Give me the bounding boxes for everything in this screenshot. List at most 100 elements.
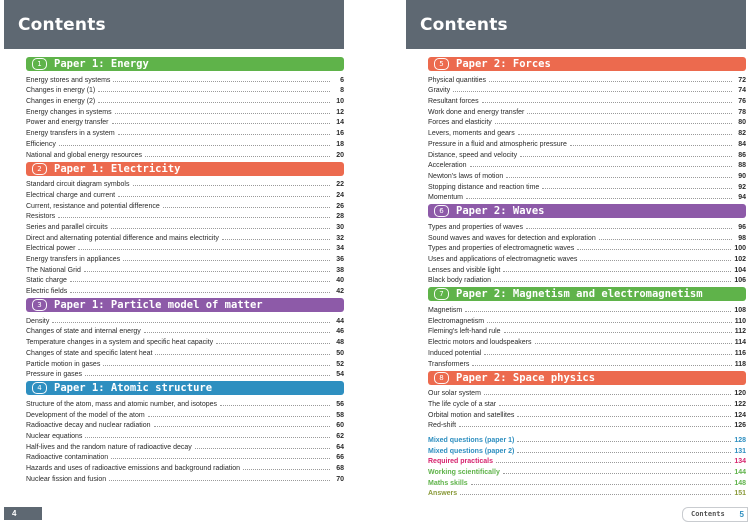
toc-entry[interactable]: Nuclear equations 62 <box>26 429 344 440</box>
toc-entry[interactable]: Physical quantities 72 <box>428 73 746 84</box>
toc-entry[interactable]: Red-shift 126 <box>428 419 746 429</box>
entry-page: 22 <box>336 181 344 189</box>
toc-entry[interactable]: Temperature changes in a system and spec… <box>26 335 344 346</box>
dot-leader <box>503 332 732 334</box>
toc-entry[interactable]: Standard circuit diagram symbols 22 <box>26 178 344 189</box>
toc-entry[interactable]: Mixed questions (paper 2) 131 <box>428 444 746 455</box>
toc-entry[interactable]: Changes in energy (1) 8 <box>26 84 344 94</box>
section-header: 3 Paper 1: Particle model of matter <box>26 298 344 313</box>
toc-entry[interactable]: Electrical charge and current 24 <box>26 188 344 199</box>
left-contents-panel: 1 Paper 1: Energy Energy stores and system… <box>18 49 344 505</box>
entry-page: 32 <box>336 234 344 242</box>
section-number-badge: 1 <box>32 58 47 70</box>
toc-entry[interactable]: Pressure in a fluid and atmospheric pres… <box>428 137 746 148</box>
toc-entry[interactable]: Orbital motion and satellites 124 <box>428 408 746 419</box>
toc-entry[interactable]: National and global energy resources 20 <box>26 148 344 159</box>
toc-entry[interactable]: Energy transfers in appliances 36 <box>26 252 344 263</box>
entry-title: Energy stores and systems <box>26 76 111 84</box>
toc-entry[interactable]: Nuclear fission and fusion 70 <box>26 472 344 483</box>
toc-entry[interactable]: Electric motors and loudspeakers 114 <box>428 335 746 346</box>
toc-entry[interactable]: Acceleration 88 <box>428 159 746 169</box>
dot-leader <box>483 394 732 396</box>
toc-entry[interactable]: Changes of state and specific latent hea… <box>26 346 344 357</box>
toc-entry[interactable]: Working scientifically 144 <box>428 465 746 476</box>
toc-entry[interactable]: Efficiency 18 <box>26 137 344 148</box>
toc-entry[interactable]: Magnetism 108 <box>428 303 746 314</box>
toc-entry[interactable]: Momentum 94 <box>428 191 746 201</box>
toc-entry[interactable]: Levers, moments and gears 82 <box>428 126 746 137</box>
toc-entry[interactable]: Maths skills 148 <box>428 476 746 487</box>
dot-leader <box>494 123 732 125</box>
entry-title: Efficiency <box>26 140 56 148</box>
toc-entry[interactable]: Lenses and visible light 104 <box>428 263 746 274</box>
toc-entry[interactable]: Half-lives and the random nature of radi… <box>26 440 344 451</box>
toc-entry[interactable]: Types and properties of waves 96 <box>428 220 746 231</box>
toc-entry[interactable]: Development of the model of the atom 58 <box>26 408 344 419</box>
toc-entry[interactable]: Resultant forces 76 <box>428 94 746 105</box>
section-entries: Our solar system 120 The life cycle of a s… <box>428 387 746 429</box>
entry-title: Uses and applications of electromagnetic… <box>428 256 578 263</box>
entry-title: Density <box>26 317 50 325</box>
toc-entry[interactable]: Forces and elasticity 80 <box>428 116 746 126</box>
left-header-band: Contents <box>4 0 344 49</box>
toc-entry[interactable]: Gravity 74 <box>428 84 746 94</box>
toc-entry[interactable]: The National Grid 38 <box>26 263 344 274</box>
dot-leader <box>243 469 330 470</box>
toc-entry[interactable]: Density 44 <box>26 314 344 325</box>
toc-entry[interactable]: Structure of the atom, mass and atomic n… <box>26 397 344 408</box>
toc-entry[interactable]: Newton's laws of motion 90 <box>428 169 746 180</box>
toc-entry[interactable]: Electric fields 42 <box>26 284 344 295</box>
entry-page: 110 <box>734 317 746 325</box>
section-number-badge: 8 <box>434 371 449 384</box>
toc-entry[interactable]: Energy changes in systems 12 <box>26 105 344 116</box>
toc-entry[interactable]: Transformers 118 <box>428 357 746 368</box>
toc-entry[interactable]: Energy transfers in a system 16 <box>26 126 344 137</box>
toc-entry[interactable]: Resistors 28 <box>26 210 344 220</box>
toc-entry[interactable]: Uses and applications of electromagnetic… <box>428 252 746 263</box>
toc-entry[interactable]: Static charge 40 <box>26 274 344 284</box>
toc-entry[interactable]: Distance, speed and velocity 86 <box>428 148 746 159</box>
toc-entry[interactable]: Series and parallel circuits 30 <box>26 220 344 231</box>
toc-entry[interactable]: Changes in energy (2) 10 <box>26 94 344 105</box>
toc-entry[interactable]: Induced potential 116 <box>428 346 746 357</box>
entry-title: Temperature changes in a system and spec… <box>26 339 214 347</box>
toc-entry[interactable]: Hazards and uses of radioactive emission… <box>26 461 344 472</box>
entry-page: 42 <box>336 288 344 296</box>
dot-leader <box>58 217 330 219</box>
entry-title: Electric fields <box>26 288 68 296</box>
toc-entry[interactable]: Stopping distance and reaction time 92 <box>428 180 746 191</box>
entry-title: Current, resistance and potential differ… <box>26 202 160 210</box>
toc-entry[interactable]: Particle motion in gases 52 <box>26 357 344 368</box>
toc-entry[interactable]: Fleming's left-hand rule 112 <box>428 325 746 335</box>
toc-entry[interactable]: Radioactive contamination 66 <box>26 451 344 461</box>
toc-section: 3 Paper 1: Particle model of matter Densit… <box>26 298 344 378</box>
toc-entry[interactable]: Our solar system 120 <box>428 387 746 397</box>
entry-page: 102 <box>734 256 746 263</box>
toc-entry[interactable]: Pressure in gases 54 <box>26 368 344 378</box>
toc-entry[interactable]: Types and properties of electromagnetic … <box>428 242 746 252</box>
dot-leader <box>470 483 732 485</box>
dot-leader <box>114 112 330 114</box>
toc-entry[interactable]: Energy stores and systems 6 <box>26 73 344 84</box>
entry-page: 108 <box>734 307 746 315</box>
toc-entry[interactable]: Black body radiation 106 <box>428 274 746 284</box>
dot-leader <box>503 270 732 272</box>
toc-entry[interactable]: Mixed questions (paper 1) 128 <box>428 433 746 444</box>
toc-entry[interactable]: Power and energy transfer 14 <box>26 116 344 126</box>
toc-entry[interactable]: Answers 151 <box>428 487 746 497</box>
toc-entry[interactable]: Sound waves and waves for detection and … <box>428 231 746 242</box>
toc-entry[interactable]: Work done and energy transfer 78 <box>428 105 746 116</box>
toc-entry[interactable]: Electrical power 34 <box>26 242 344 252</box>
toc-entry[interactable]: Changes of state and internal energy 46 <box>26 325 344 335</box>
toc-entry[interactable]: Electromagnetism 110 <box>428 314 746 325</box>
entry-page: 92 <box>738 183 746 191</box>
toc-entry[interactable]: Current, resistance and potential differ… <box>26 199 344 210</box>
toc-entry[interactable]: Direct and alternating potential differe… <box>26 231 344 242</box>
dot-leader <box>117 134 330 136</box>
toc-entry[interactable]: Radioactive decay and nuclear radiation 6… <box>26 419 344 429</box>
toc-entry[interactable]: Required practicals 134 <box>428 455 746 465</box>
entry-page: 52 <box>336 360 344 368</box>
entry-page: 38 <box>336 266 344 274</box>
extra-entries: Mixed questions (paper 1) 128 Mixed questi… <box>428 433 746 497</box>
toc-entry[interactable]: The life cycle of a star 122 <box>428 397 746 408</box>
